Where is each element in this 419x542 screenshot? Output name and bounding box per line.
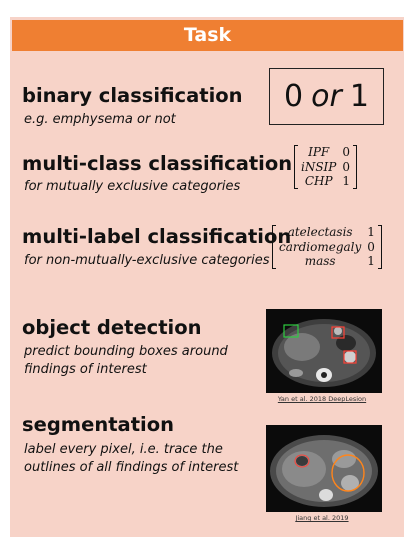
- detection-citation-link[interactable]: Yan et al. 2018 DeepLesion: [277, 395, 367, 403]
- segmentation-title: segmentation: [22, 413, 174, 436]
- object-detection-desc: predict bounding boxes around findings o…: [24, 344, 228, 377]
- binary-classification-desc: e.g. emphysema or not: [24, 112, 176, 127]
- left-bracket: [272, 225, 276, 269]
- object-detection-title: object detection: [22, 316, 202, 339]
- panel-header: Task: [12, 20, 403, 51]
- class-label: IPF: [308, 145, 330, 159]
- segmentation-desc: label every pixel, i.e. trace the outlin…: [24, 442, 239, 475]
- right-bracket: [377, 225, 382, 269]
- multi-class-classification-title: multi-class classification: [22, 152, 293, 175]
- label-value: 0: [367, 239, 375, 254]
- vector-row: iNSIP 0: [298, 160, 353, 175]
- segmentation-ct-scan-icon: [266, 425, 382, 512]
- class-value: 1: [342, 174, 351, 188]
- label-value: 1: [367, 254, 375, 268]
- multi-class-label-vector: IPF 0 iNSIP 0 CHP 1: [294, 145, 358, 189]
- binary-value-zero: 0: [284, 79, 304, 114]
- binary-example-box: 0 or 1: [269, 68, 384, 125]
- class-value: 0: [342, 159, 351, 174]
- left-bracket: [294, 145, 298, 189]
- class-label: CHP: [304, 174, 333, 188]
- vector-row: CHP 1: [298, 174, 353, 189]
- multi-label-classification-title: multi-label classification: [22, 225, 292, 248]
- multi-class-classification-desc: for mutually exclusive categories: [24, 179, 241, 194]
- segmentation-ct-image: [266, 425, 382, 512]
- binary-or-word: or: [311, 79, 342, 114]
- label-name: mass: [304, 254, 336, 268]
- binary-value-one: 1: [349, 79, 369, 114]
- detection-ct-image: [266, 309, 382, 393]
- label-value: 1: [367, 225, 375, 239]
- vector-row: mass 1: [276, 254, 378, 269]
- label-name: cardiomegaly: [279, 239, 362, 254]
- vector-row: IPF 0: [298, 145, 353, 160]
- right-bracket: [353, 145, 358, 189]
- class-value: 0: [342, 145, 351, 159]
- detection-ct-scan-icon: [266, 309, 382, 393]
- label-name: atelectasis: [287, 225, 353, 239]
- segmentation-citation-link[interactable]: Jiang et al. 2019: [295, 514, 349, 522]
- vector-row: atelectasis 1: [276, 225, 378, 240]
- class-label: iNSIP: [301, 159, 337, 174]
- vector-row: cardiomegaly 0: [276, 240, 378, 255]
- multi-label-label-vector: atelectasis 1 cardiomegaly 0 mass 1: [272, 225, 382, 269]
- binary-classification-title: binary classification: [22, 84, 243, 107]
- multi-label-classification-desc: for non-mutually-exclusive categories: [24, 253, 270, 268]
